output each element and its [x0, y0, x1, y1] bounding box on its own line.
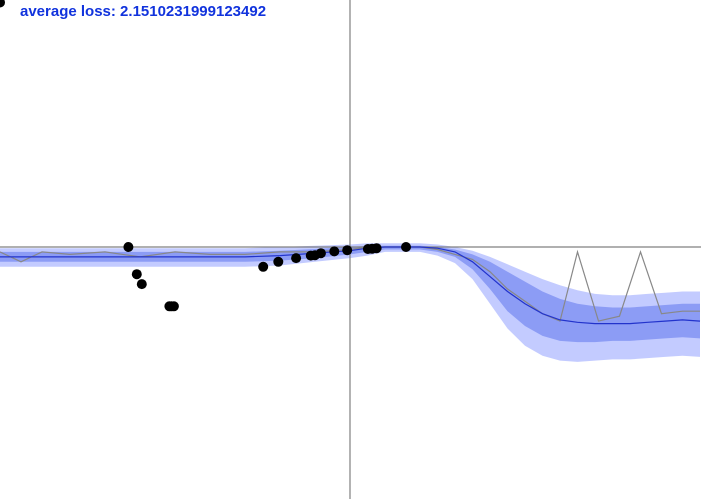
mean-prediction-line: [0, 246, 701, 325]
sample-function-line: [0, 246, 700, 322]
uncertainty-bands: [0, 243, 700, 362]
data-point-14: [342, 245, 353, 256]
data-point-6: [168, 301, 179, 312]
curves: [0, 246, 701, 325]
data-point-7: [258, 261, 269, 272]
data-point-8: [273, 256, 284, 267]
data-point-9: [291, 253, 302, 264]
outer-uncertainty-band: [0, 243, 700, 362]
data-point-12: [315, 248, 326, 259]
average-loss-label: average loss: 2.1510231999123492: [20, 3, 267, 20]
data-point-2: [131, 269, 142, 280]
data-point-3: [136, 279, 147, 290]
data-point-17: [371, 243, 382, 254]
data-points: [0, 0, 411, 312]
data-point-0: [0, 0, 5, 8]
inner-uncertainty-band: [0, 245, 700, 343]
data-point-1: [123, 242, 134, 252]
data-point-13: [329, 246, 340, 257]
data-point-18: [401, 242, 411, 252]
